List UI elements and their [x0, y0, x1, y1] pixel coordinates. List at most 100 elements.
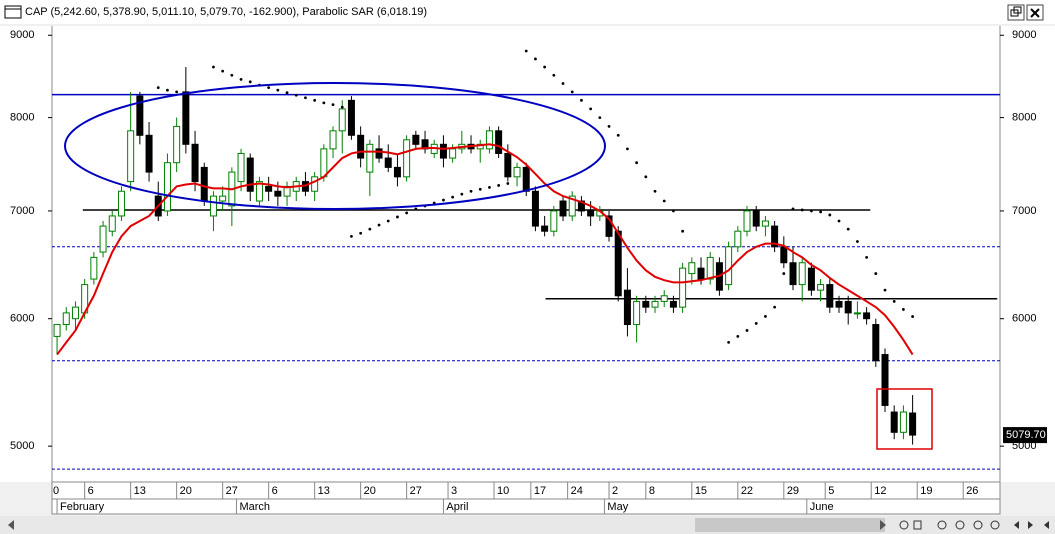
candle-body: [743, 210, 751, 232]
sar-dot: [304, 96, 307, 100]
tool-icon[interactable]: [1044, 521, 1049, 529]
candle-body: [99, 225, 107, 253]
sar-dot: [543, 65, 547, 69]
candle-body: [117, 190, 125, 217]
candle-body: [412, 134, 420, 145]
sar-dot: [396, 215, 399, 219]
x-tick-label: 20: [364, 485, 376, 497]
sar-dot: [561, 82, 565, 85]
sar-dot: [902, 308, 905, 311]
sar-dot: [212, 65, 215, 69]
candle-body: [605, 215, 613, 237]
candle-body: [752, 210, 760, 227]
y-tick-label: 9000: [10, 29, 34, 41]
month-label: May: [607, 501, 628, 513]
sar-dot: [230, 73, 234, 77]
sar-dot: [524, 49, 528, 53]
sar-dot: [156, 86, 160, 90]
tool-icon[interactable]: [973, 520, 983, 530]
y-tick-label: 8000: [10, 111, 34, 123]
candle-body: [660, 295, 668, 302]
sar-dot: [810, 209, 813, 213]
x-tick-label: 15: [695, 485, 707, 497]
y-tick-label: 7000: [10, 205, 34, 217]
sar-dot: [607, 124, 611, 128]
tool-icon[interactable]: [899, 520, 909, 530]
sar-dot: [534, 57, 537, 61]
candle-body: [182, 91, 190, 145]
moving-average: [56, 143, 914, 356]
scroll-right[interactable]: [880, 520, 886, 530]
sar-dot: [745, 329, 749, 332]
candle-body: [872, 324, 880, 362]
candle-body: [255, 181, 263, 202]
sar-dot: [672, 209, 675, 213]
candle-body: [246, 157, 254, 192]
candle-body: [844, 300, 852, 314]
scrollbar[interactable]: [0, 516, 1055, 534]
candle-body: [338, 108, 346, 132]
sar-dot: [856, 240, 859, 243]
sar-dot: [580, 98, 583, 102]
candle-body: [219, 195, 227, 202]
x-tick-label: 22: [741, 485, 753, 497]
candle-body: [53, 324, 61, 337]
date-axis: [51, 481, 1001, 515]
x-tick-label: 27: [226, 485, 238, 497]
tool-icon[interactable]: [1014, 521, 1019, 529]
x-tick-label: 17: [534, 485, 546, 497]
y-tick-label-right: 7000: [1012, 205, 1036, 217]
scroll-left[interactable]: [8, 520, 14, 530]
candle-body: [136, 95, 144, 136]
candle-body: [899, 411, 907, 433]
x-tick-label: 29: [787, 485, 799, 497]
sar-dot: [488, 185, 491, 189]
sar-dot: [782, 272, 786, 275]
sar-dot: [451, 195, 455, 199]
sar-dot: [432, 201, 436, 205]
candle-body: [173, 125, 181, 164]
scroll-thumb[interactable]: [695, 518, 885, 532]
chart-title: CAP (5,242.60, 5,378.90, 5,011.10, 5,079…: [25, 6, 427, 18]
candle-body: [439, 143, 447, 159]
tool-icon[interactable]: [990, 520, 1000, 530]
sar-dot: [754, 321, 758, 325]
candle-body: [642, 300, 650, 308]
x-tick-label: 8: [649, 485, 655, 497]
x-tick-label: 5: [828, 485, 834, 497]
candle-body: [393, 166, 401, 178]
x-tick-label: 2: [612, 485, 618, 497]
sar-dot: [828, 213, 832, 217]
tool-icon[interactable]: [955, 520, 965, 530]
candle-body: [697, 267, 705, 280]
tool-icon[interactable]: [913, 520, 922, 530]
candle-body: [826, 284, 834, 308]
candle-body: [449, 148, 457, 159]
x-tick-label: 26: [966, 485, 978, 497]
sar-dot: [635, 161, 639, 165]
candle-body: [329, 130, 337, 150]
x-tick-label: 24: [571, 485, 583, 497]
candle-body: [163, 162, 171, 212]
sar-dot: [552, 73, 556, 77]
sar-dot: [819, 210, 823, 214]
sar-dot: [497, 184, 501, 187]
sar-dot: [626, 147, 629, 151]
month-label: February: [60, 501, 105, 513]
tool-icon[interactable]: [937, 520, 947, 530]
x-tick-label: 20: [180, 485, 192, 497]
candle-body: [734, 230, 742, 248]
candle-body: [863, 312, 871, 320]
x-tick-label: 0: [53, 485, 59, 497]
candle-body: [495, 130, 503, 154]
candle-body: [384, 157, 392, 168]
tool-icon[interactable]: [1028, 521, 1033, 529]
candle-body: [108, 215, 116, 232]
candle-body: [568, 195, 576, 217]
sar-dot: [681, 229, 685, 233]
sar-dot: [239, 77, 243, 81]
x-tick-label: 13: [134, 485, 146, 497]
candle-body: [890, 411, 898, 433]
candle-body: [357, 134, 365, 159]
toolbar: [899, 520, 1049, 530]
